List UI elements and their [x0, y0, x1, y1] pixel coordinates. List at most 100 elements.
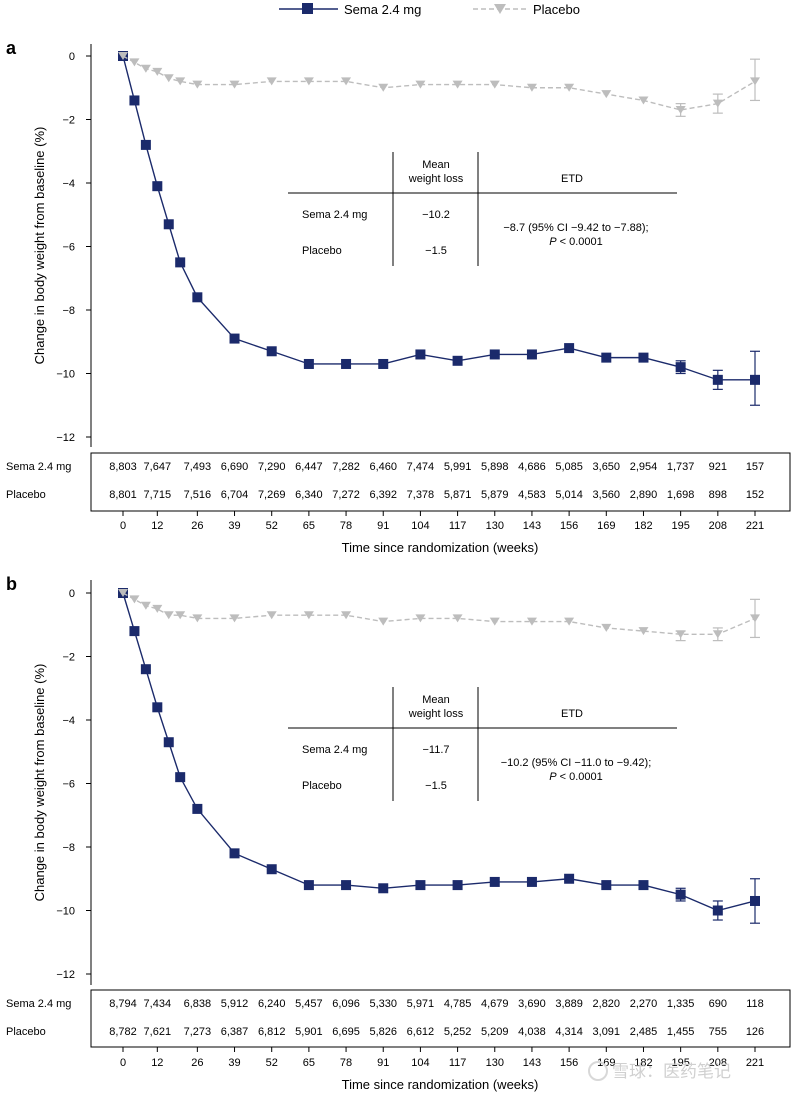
x-axis-title: Time since randomization (weeks) — [342, 1077, 539, 1092]
placebo-point — [526, 617, 537, 626]
placebo-point — [489, 617, 500, 626]
panel-label: a — [6, 38, 17, 58]
risk-value: 2,820 — [593, 998, 621, 1010]
summary-row-group: Sema 2.4 mg — [302, 744, 367, 756]
risk-value: 7,273 — [184, 1026, 212, 1038]
risk-value: 6,612 — [407, 1026, 435, 1038]
x-tick-label: 130 — [486, 520, 504, 532]
risk-value: 5,898 — [481, 461, 509, 473]
risk-value: 5,912 — [221, 998, 249, 1010]
placebo-point — [152, 67, 163, 76]
sema-point — [266, 346, 277, 357]
sema-point — [712, 905, 723, 916]
placebo-point — [192, 80, 203, 89]
x-tick-label: 195 — [671, 520, 689, 532]
risk-value: 5,871 — [444, 489, 472, 501]
risk-value: 6,460 — [369, 461, 397, 473]
x-tick-label: 104 — [411, 1057, 429, 1069]
sema-point — [489, 349, 500, 360]
placebo-point — [415, 614, 426, 623]
risk-value: 5,879 — [481, 489, 509, 501]
y-tick-label: −10 — [56, 369, 75, 381]
risk-value: 8,794 — [109, 998, 137, 1010]
sema-point — [192, 292, 203, 303]
sema-line — [122, 55, 755, 381]
sema-point — [415, 880, 426, 891]
risk-value: 8,803 — [109, 461, 137, 473]
x-tick-label: 143 — [523, 520, 541, 532]
x-tick-label: 182 — [634, 1057, 652, 1069]
sema-line — [122, 592, 756, 912]
placebo-line — [122, 55, 756, 111]
sema-point — [163, 219, 174, 230]
summary-table: Mean weight loss ETD Sema 2.4 mg −11.7 Placeb… — [288, 687, 677, 801]
x-tick-label: 156 — [560, 520, 578, 532]
legend-placebo-label: Placebo — [533, 2, 580, 17]
risk-value: 1,455 — [667, 1026, 695, 1038]
series-placebo — [118, 589, 760, 642]
sema-point — [452, 880, 463, 891]
risk-value: 1,335 — [667, 998, 695, 1010]
x-tick-label: 156 — [560, 1057, 578, 1069]
x-tick-label: 12 — [151, 1057, 163, 1069]
legend-sema-marker — [302, 3, 313, 14]
placebo-point — [152, 604, 163, 613]
x-tick-label: 65 — [303, 1057, 315, 1069]
placebo-point — [163, 74, 174, 83]
placebo-point — [341, 77, 352, 86]
summary-row-group: Placebo — [302, 245, 342, 257]
risk-value: 7,647 — [144, 461, 172, 473]
risk-value: 8,801 — [109, 489, 137, 501]
placebo-point — [175, 611, 186, 620]
risk-value: 2,890 — [630, 489, 658, 501]
risk-table: 8,794 7,434 6,838 5,912 6,240 5,457 6,096 5,330… — [90, 989, 791, 1048]
x-tick-label: 104 — [411, 520, 429, 532]
risk-value: 6,240 — [258, 998, 286, 1010]
risk-value: 6,096 — [332, 998, 360, 1010]
risk-value: 4,314 — [555, 1026, 583, 1038]
y-tick-label: −10 — [56, 906, 75, 918]
risk-value: 4,038 — [518, 1026, 546, 1038]
sema-point — [378, 883, 389, 894]
risk-value: 2,954 — [630, 461, 658, 473]
x-tick-label: 117 — [449, 1057, 467, 1069]
risk-value: 7,378 — [407, 489, 435, 501]
y-tick-label: 0 — [69, 51, 75, 63]
y-tick-label: −6 — [62, 779, 75, 791]
series-sema — [118, 588, 760, 924]
sema-point — [129, 95, 140, 106]
placebo-point — [675, 105, 686, 114]
risk-value: 5,330 — [369, 998, 397, 1010]
sema-point — [175, 772, 186, 783]
x-tick-label: 0 — [120, 520, 126, 532]
sema-point — [341, 358, 352, 369]
risk-row-label: Placebo — [6, 489, 46, 501]
risk-value: 4,686 — [518, 461, 546, 473]
placebo-point — [601, 90, 612, 99]
risk-value: 6,838 — [184, 998, 212, 1010]
placebo-point — [564, 83, 575, 92]
sema-point — [601, 880, 612, 891]
risk-value: 3,650 — [593, 461, 621, 473]
sema-point — [303, 358, 314, 369]
placebo-point — [229, 80, 240, 89]
y-tick-label: −12 — [56, 969, 75, 981]
risk-value: 6,387 — [221, 1026, 249, 1038]
summary-header-mean: weight loss — [408, 708, 464, 720]
placebo-point — [712, 630, 723, 639]
summary-table: Mean weight loss ETD Sema 2.4 mg −10.2 Placeb… — [288, 152, 677, 266]
placebo-point — [303, 77, 314, 86]
placebo-line — [122, 592, 756, 635]
risk-value: 2,270 — [630, 998, 658, 1010]
x-tick-label: 195 — [671, 1057, 689, 1069]
y-tick-label: 0 — [69, 588, 75, 600]
watermark: 雪球：医药笔记 — [588, 1061, 731, 1081]
summary-etd-value: −10.2 (95% CI −11.0 to −9.42); — [501, 757, 652, 769]
y-tick-label: −4 — [62, 715, 75, 727]
legend: Sema 2.4 mg Placebo — [279, 2, 580, 17]
panel-b: b 0 −2 −4 −6 −8 −10 −12 Change in body weight fr… — [6, 574, 791, 1092]
placebo-point — [229, 614, 240, 623]
sema-point — [192, 803, 203, 814]
sema-point — [564, 873, 575, 884]
placebo-point — [192, 614, 203, 623]
